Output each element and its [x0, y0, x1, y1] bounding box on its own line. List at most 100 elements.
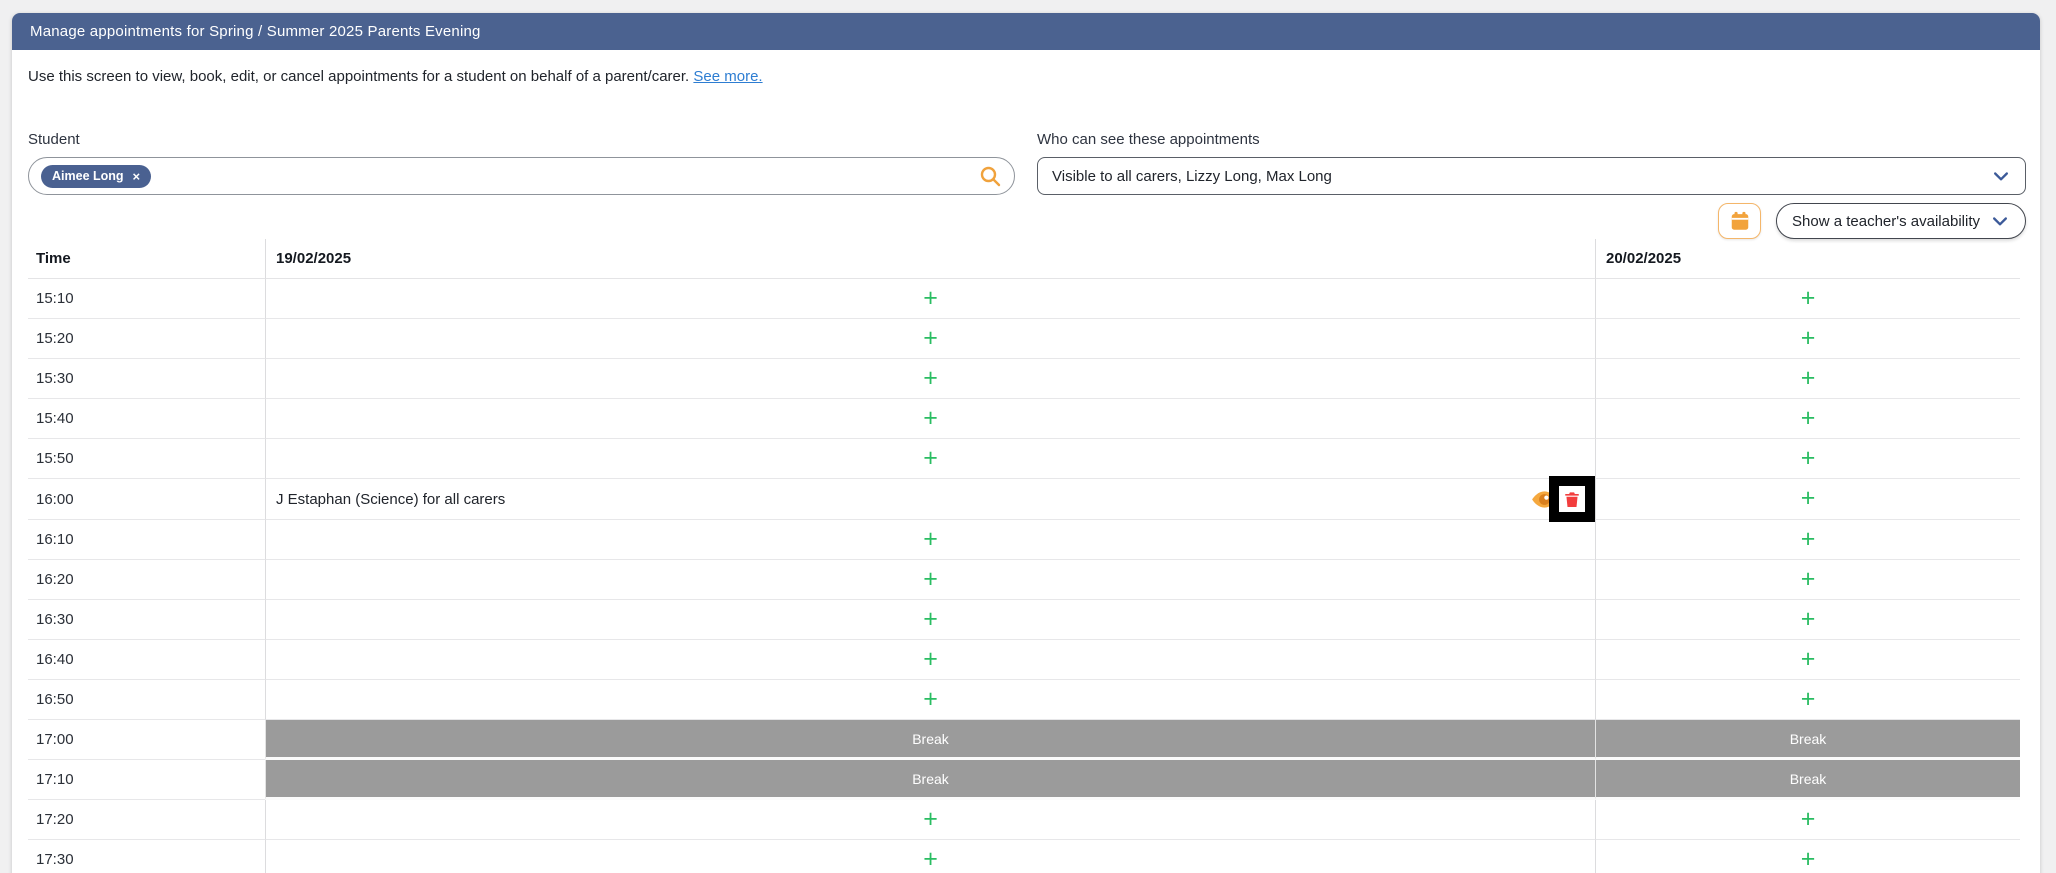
time-cell: 16:20 — [28, 560, 265, 600]
empty-slot-cell: + — [1595, 319, 2020, 359]
time-cell: 16:50 — [28, 680, 265, 720]
empty-slot-cell: + — [1595, 640, 2020, 680]
time-cell: 15:50 — [28, 439, 265, 479]
empty-slot-cell: + — [265, 640, 1595, 680]
add-appointment-button[interactable]: + — [923, 363, 938, 392]
add-appointment-button[interactable]: + — [1800, 804, 1816, 833]
table-row: 15:40 + + — [28, 399, 2020, 439]
table-row: 15:30 + + — [28, 359, 2020, 399]
intro-description: Use this screen to view, book, edit, or … — [28, 68, 690, 85]
add-appointment-button[interactable]: + — [923, 844, 938, 873]
student-field: Student Aimee Long × — [28, 131, 1015, 195]
empty-slot-cell: + — [1595, 600, 2020, 640]
table-row: 16:20 + + — [28, 560, 2020, 600]
manage-appointments-panel: Manage appointments for Spring / Summer … — [12, 13, 2040, 873]
time-cell: 17:10 — [28, 760, 265, 800]
add-appointment-button[interactable]: + — [923, 283, 938, 312]
add-appointment-button[interactable]: + — [1800, 684, 1816, 713]
empty-slot-cell: + — [265, 560, 1595, 600]
break-cell: Break — [1595, 760, 2020, 800]
add-appointment-button[interactable]: + — [1800, 283, 1816, 312]
add-appointment-button[interactable]: + — [1800, 524, 1816, 553]
table-row: 16:40 + + — [28, 640, 2020, 680]
add-appointment-button[interactable]: + — [1800, 363, 1816, 392]
visibility-field: Who can see these appointments Visible t… — [1037, 131, 2026, 195]
empty-slot-cell: + — [1595, 399, 2020, 439]
break-cell: Break — [265, 760, 1595, 800]
student-label: Student — [28, 131, 80, 148]
table-actions-row: Show a teacher's availability — [28, 203, 2026, 239]
add-appointment-button[interactable]: + — [923, 684, 938, 713]
table-row: 16:10 + + — [28, 520, 2020, 560]
remove-student-icon[interactable]: × — [132, 168, 141, 184]
time-cell: 17:30 — [28, 840, 265, 873]
empty-slot-cell: + — [1595, 560, 2020, 600]
appointment-cell: J Estaphan (Science) for all carers — [265, 476, 1595, 522]
student-search-input[interactable]: Aimee Long × — [28, 157, 1015, 195]
add-appointment-button[interactable]: + — [923, 564, 938, 593]
see-more-link[interactable]: See more. — [693, 68, 763, 85]
time-cell: 16:40 — [28, 640, 265, 680]
visibility-selected-value: Visible to all carers, Lizzy Long, Max L… — [1052, 167, 1332, 185]
empty-slot-cell: + — [265, 680, 1595, 720]
empty-slot-cell: + — [1595, 680, 2020, 720]
search-icon — [978, 164, 1002, 188]
add-appointment-button[interactable]: + — [1800, 564, 1816, 593]
empty-slot-cell: + — [265, 399, 1595, 439]
table-row: 15:50 + + — [28, 439, 2020, 479]
focus-highlight-box — [1549, 476, 1595, 522]
break-cell: Break — [265, 720, 1595, 760]
calendar-icon — [1729, 210, 1751, 232]
add-appointment-button[interactable]: + — [923, 804, 938, 833]
empty-slot-cell: + — [1595, 479, 2020, 520]
table-row: 17:10 Break Break — [28, 760, 2020, 800]
availability-button-label: Show a teacher's availability — [1792, 212, 1980, 230]
empty-slot-cell: + — [1595, 800, 2020, 840]
table-header-row: Time 19/02/2025 20/02/2025 — [28, 239, 2020, 279]
add-appointment-button[interactable]: + — [1800, 323, 1816, 352]
show-teacher-availability-button[interactable]: Show a teacher's availability — [1776, 203, 2026, 239]
add-appointment-button[interactable]: + — [923, 323, 938, 352]
empty-slot-cell: + — [265, 279, 1595, 319]
time-cell: 17:00 — [28, 720, 265, 760]
add-appointment-button[interactable]: + — [923, 443, 938, 472]
table-row: 15:20 + + — [28, 319, 2020, 359]
add-appointment-button[interactable]: + — [923, 644, 938, 673]
intro-text: Use this screen to view, book, edit, or … — [28, 68, 2026, 85]
empty-slot-cell: + — [265, 520, 1595, 560]
add-appointment-button[interactable]: + — [923, 604, 938, 633]
empty-slot-cell: + — [265, 439, 1595, 479]
empty-slot-cell: + — [1595, 520, 2020, 560]
add-appointment-button[interactable]: + — [1800, 644, 1816, 673]
appointments-table: Time 19/02/2025 20/02/2025 15:10 + +15:20 +… — [28, 239, 2020, 873]
panel-content: Use this screen to view, book, edit, or … — [12, 68, 2040, 873]
break-cell: Break — [1595, 720, 2020, 760]
empty-slot-cell: + — [265, 800, 1595, 840]
table-row: 17:20 + + — [28, 800, 2020, 840]
add-appointment-button[interactable]: + — [1800, 844, 1816, 873]
time-cell: 16:10 — [28, 520, 265, 560]
table-row: 16:50 + + — [28, 680, 2020, 720]
chevron-down-icon — [1990, 211, 2010, 231]
time-cell: 16:30 — [28, 600, 265, 640]
appointment-label: J Estaphan (Science) for all carers — [276, 490, 506, 508]
add-appointment-button[interactable]: + — [1800, 604, 1816, 633]
delete-appointment-button[interactable] — [1563, 490, 1581, 509]
empty-slot-cell: + — [1595, 359, 2020, 399]
empty-slot-cell: + — [1595, 279, 2020, 319]
add-appointment-button[interactable]: + — [1800, 484, 1816, 512]
empty-slot-cell: + — [265, 840, 1595, 873]
add-appointment-button[interactable]: + — [923, 524, 938, 553]
time-cell: 16:00 — [28, 479, 265, 520]
add-appointment-button[interactable]: + — [1800, 443, 1816, 472]
visibility-select[interactable]: Visible to all carers, Lizzy Long, Max L… — [1037, 157, 2026, 195]
add-appointment-button[interactable]: + — [1800, 403, 1816, 432]
chevron-down-icon — [1991, 166, 2011, 186]
add-appointment-button[interactable]: + — [923, 403, 938, 432]
filters-row: Student Aimee Long × Who can see th — [28, 131, 2026, 195]
visibility-label: Who can see these appointments — [1037, 131, 1260, 148]
empty-slot-cell: + — [265, 319, 1595, 359]
calendar-button[interactable] — [1718, 203, 1762, 239]
column-header-time: Time — [28, 239, 265, 279]
empty-slot-cell: + — [265, 359, 1595, 399]
